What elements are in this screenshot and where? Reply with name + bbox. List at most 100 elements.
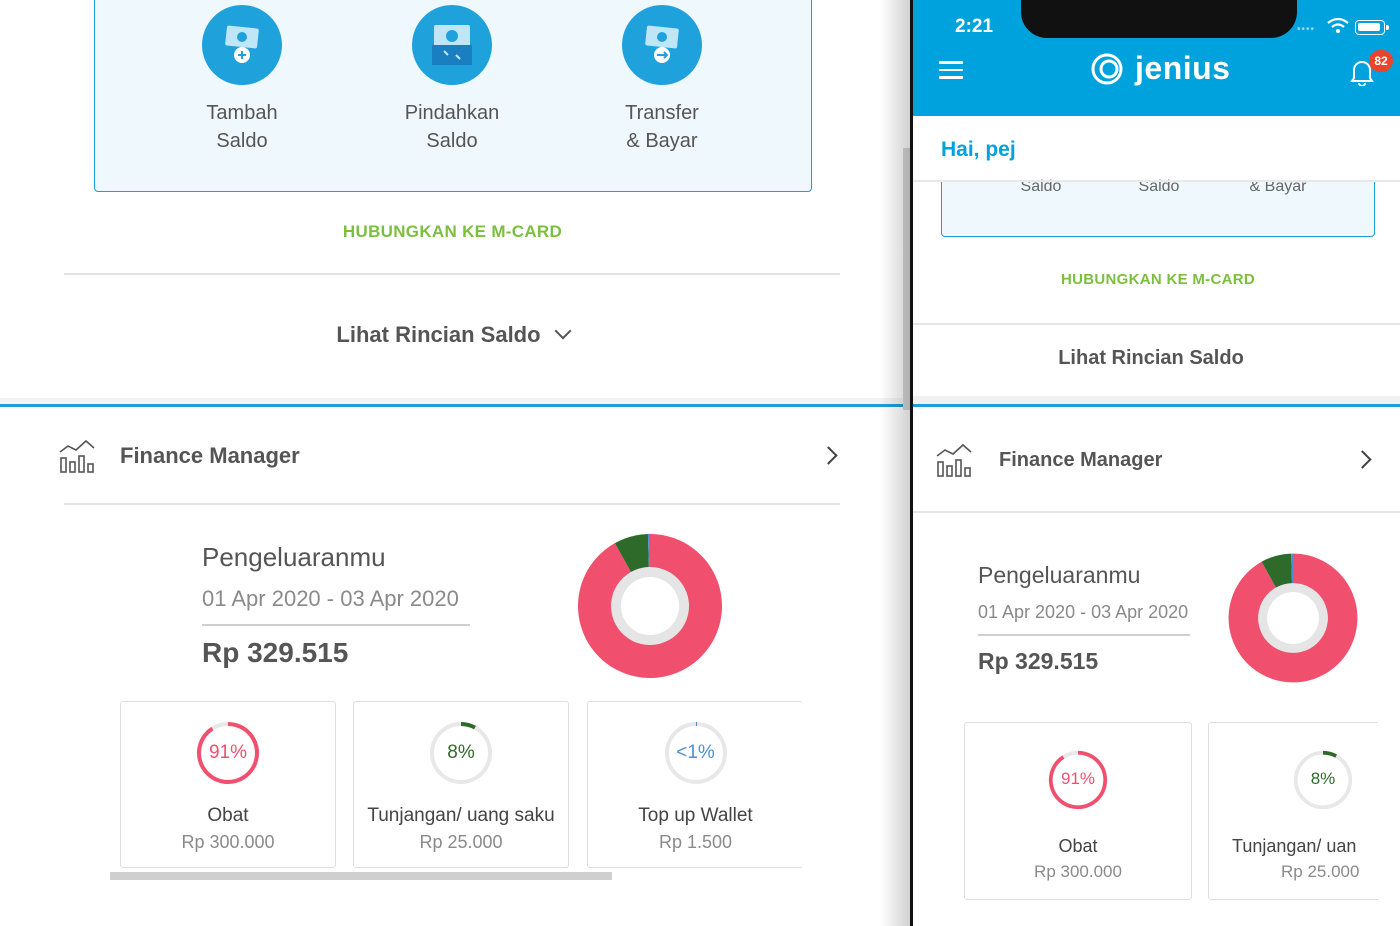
pindahkan-saldo-label: Pindahkan Saldo <box>404 102 500 152</box>
tambah-saldo-label: Tambah Saldo <box>206 102 278 152</box>
move-money-icon <box>412 5 492 85</box>
bell-icon[interactable] <box>1347 56 1377 86</box>
divider <box>978 634 1190 636</box>
quick-actions-box: Tambah Saldo Pindahkan Saldo <box>94 0 812 192</box>
category-card-obat[interactable]: 91% Obat Rp 300.000 <box>120 701 336 868</box>
category-amount: Rp 25.000 <box>419 832 503 852</box>
device-notch <box>1021 0 1297 38</box>
category-name: Tunjangan/ uang saku <box>367 805 555 826</box>
divider <box>913 323 1400 325</box>
progress-ring-icon <box>197 722 259 784</box>
pengeluaran-title: Pengeluaranmu <box>978 562 1141 588</box>
tambah-saldo-label[interactable]: Saldo <box>1020 178 1062 195</box>
transfer-bayar-label[interactable]: & Bayar <box>1249 178 1307 195</box>
chart-icon <box>936 443 972 477</box>
status-time: 2:21 <box>955 16 994 37</box>
donut-slice-obat[interactable] <box>578 534 722 678</box>
progress-ring-icon <box>1293 750 1353 810</box>
link-mcard[interactable]: HUBUNGKAN KE M-CARD <box>342 222 563 241</box>
chart-icon <box>59 439 95 473</box>
add-money-icon <box>202 5 282 85</box>
donut-slice-top-up-wallet[interactable] <box>647 534 650 568</box>
category-amount: Rp 25.000 <box>1281 862 1360 881</box>
donut-hole <box>621 577 679 635</box>
pengeluaran-amount: Rp 329.515 <box>202 637 349 668</box>
jenius-logo-icon <box>1091 53 1123 84</box>
link-mcard[interactable]: HUBUNGKAN KE M-CARD <box>1060 271 1256 288</box>
category-name: Obat <box>207 805 249 826</box>
wifi-icon <box>1327 18 1349 33</box>
category-card-tunjangan[interactable]: 8% Tunjangan/ uang saku Rp 25.000 <box>353 701 569 868</box>
divider <box>64 503 840 505</box>
donut-svg <box>578 534 722 678</box>
notification-badge: 82 <box>1369 50 1393 72</box>
pengeluaran-date-range: 01 Apr 2020 - 03 Apr 2020 <box>202 586 459 611</box>
horizontal-scrollbar[interactable] <box>110 872 612 880</box>
pengeluaran-title: Pengeluaranmu <box>202 542 386 572</box>
pengeluaran-amount: Rp 329.515 <box>978 648 1099 674</box>
phone-view: 2:21 •••• jenius 82 <box>910 0 1400 926</box>
category-percent: 8% <box>447 742 475 763</box>
progress-ring-fill <box>197 722 259 784</box>
category-percent: 91% <box>1060 769 1096 788</box>
lihat-rincian-saldo-toggle[interactable]: Lihat Rincian Saldo <box>913 347 1400 370</box>
donut-slice-tunjangan-uang-saku[interactable] <box>1261 553 1292 588</box>
spending-donut-chart[interactable] <box>574 530 726 687</box>
greeting: Hai, pej <box>941 138 1016 161</box>
finance-manager-row[interactable]: Finance Manager <box>935 440 1162 480</box>
divider <box>64 273 840 275</box>
progress-ring-fill <box>1048 750 1108 810</box>
app-header: 2:21 •••• jenius 82 <box>913 0 1400 116</box>
chevron-right-icon[interactable] <box>819 446 838 465</box>
donut-slice-top-up-wallet[interactable] <box>1291 553 1293 584</box>
transfer-bayar-label: Transfer & Bayar <box>625 102 699 152</box>
donut-slice-tunjangan-uang-saku[interactable] <box>614 534 649 572</box>
section-separator-accent <box>913 404 1400 407</box>
phone-shadow <box>880 0 910 926</box>
category-card-tunjangan[interactable]: 8% Tunjangan/ uan Rp 25.000 <box>1208 722 1378 900</box>
transfer-bayar-button[interactable]: Transfer & Bayar <box>582 5 742 155</box>
progress-ring-fill <box>460 722 476 730</box>
pengeluaran-date-range: 01 Apr 2020 - 03 Apr 2020 <box>978 602 1189 622</box>
chevron-down-icon <box>554 322 572 340</box>
donut-svg <box>1228 553 1358 683</box>
progress-ring-icon <box>430 722 492 784</box>
transfer-icon <box>622 5 702 85</box>
pindahkan-saldo-button[interactable]: Pindahkan Saldo <box>372 5 532 155</box>
pindahkan-saldo-label[interactable]: Saldo <box>1138 178 1180 195</box>
category-card-obat[interactable]: 91% Obat Rp 300.000 <box>964 722 1192 900</box>
divider <box>913 511 1400 513</box>
donut-slice-obat[interactable] <box>1228 553 1358 683</box>
signal-icon: •••• <box>1297 24 1316 35</box>
lihat-rincian-label: Lihat Rincian Saldo <box>1058 347 1244 369</box>
lihat-rincian-saldo-toggle[interactable]: Lihat Rincian Saldo <box>0 322 905 348</box>
category-percent: 8% <box>1310 769 1336 788</box>
finance-manager-title: Finance Manager <box>120 443 300 468</box>
progress-ring-fill <box>1322 750 1338 758</box>
brand-name: jenius <box>1135 50 1231 86</box>
greeting-bar <box>913 116 1400 181</box>
progress-ring-icon <box>1048 750 1108 810</box>
jenius-logo: jenius <box>1087 50 1230 87</box>
lihat-rincian-label: Lihat Rincian Saldo <box>336 322 541 347</box>
category-amount: Rp 300.000 <box>181 832 275 852</box>
category-name: Tunjangan/ uan <box>1232 836 1357 856</box>
divider <box>913 180 1400 182</box>
category-name: Obat <box>1058 836 1098 856</box>
category-card-topup-wallet[interactable]: <1% Top up Wallet Rp 1.500 <box>587 701 803 868</box>
section-separator-accent <box>0 404 905 407</box>
section-separator <box>0 398 905 406</box>
vertical-scrollbar[interactable] <box>903 148 911 410</box>
battery-icon <box>1355 20 1389 35</box>
tambah-saldo-button[interactable]: Tambah Saldo <box>162 5 322 155</box>
category-amount: Rp 1.500 <box>658 832 733 852</box>
divider <box>202 624 470 626</box>
progress-ring-icon <box>664 722 727 784</box>
category-percent: 91% <box>208 742 248 763</box>
menu-icon[interactable] <box>939 61 963 84</box>
finance-manager-row[interactable]: Finance Manager <box>58 436 300 476</box>
spending-donut-chart[interactable] <box>1225 550 1361 691</box>
finance-manager-title: Finance Manager <box>999 448 1163 471</box>
chevron-right-icon[interactable] <box>1353 450 1372 469</box>
